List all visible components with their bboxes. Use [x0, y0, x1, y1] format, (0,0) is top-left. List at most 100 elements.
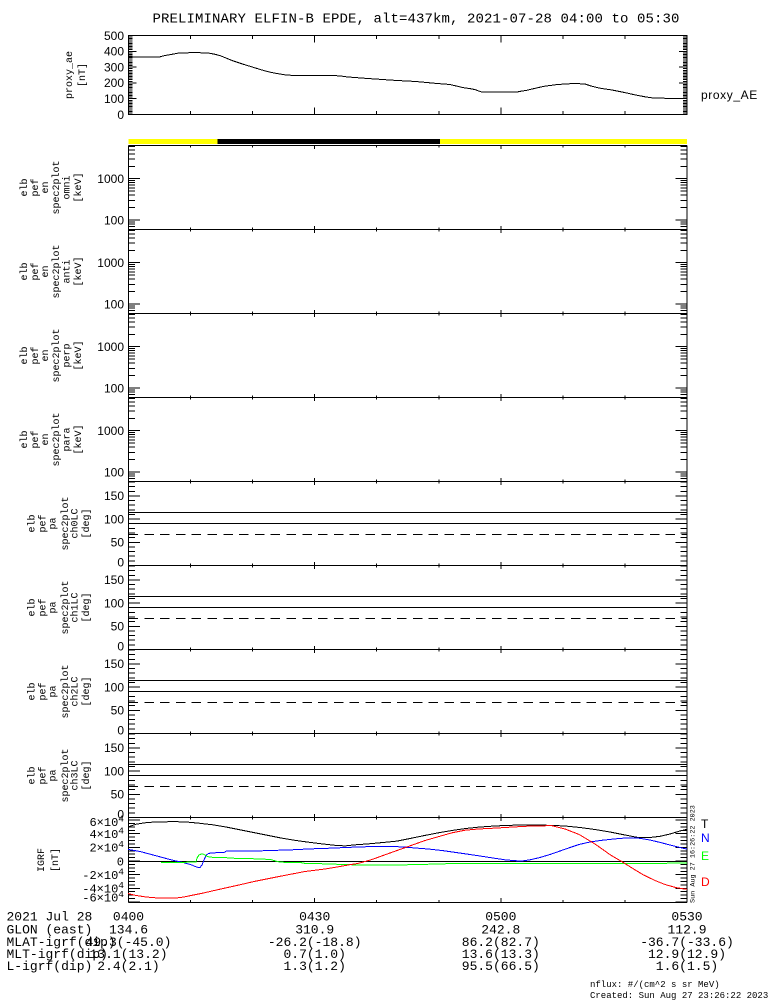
- svg-text:310.9: 310.9: [295, 923, 334, 938]
- svg-text:2×104: 2×104: [89, 839, 124, 856]
- svg-text:150: 150: [104, 489, 124, 503]
- svg-text:spec2plot: spec2plot: [60, 748, 72, 802]
- svg-text:omni: omni: [62, 175, 74, 199]
- svg-text:ch1LC: ch1LC: [70, 592, 82, 622]
- svg-text:ch3LC: ch3LC: [70, 760, 82, 790]
- svg-text:13.6(13.3): 13.6(13.3): [462, 947, 540, 962]
- svg-text:0: 0: [117, 108, 124, 122]
- svg-text:1.6(1.5): 1.6(1.5): [656, 959, 718, 974]
- svg-text:100: 100: [104, 764, 124, 778]
- svg-text:spec2plot: spec2plot: [51, 244, 63, 298]
- svg-text:50: 50: [111, 788, 125, 802]
- svg-text:6×104: 6×104: [89, 813, 124, 830]
- svg-text:pa: pa: [49, 769, 60, 781]
- svg-text:en: en: [41, 433, 52, 445]
- svg-text:pef: pef: [38, 598, 50, 616]
- svg-text:2.4(2.1): 2.4(2.1): [97, 959, 159, 974]
- svg-text:elb: elb: [27, 766, 39, 784]
- svg-text:pef: pef: [30, 178, 42, 196]
- svg-text:pef: pef: [30, 430, 42, 448]
- svg-text:150: 150: [104, 741, 124, 755]
- svg-text:100: 100: [104, 680, 124, 694]
- svg-text:ch2LC: ch2LC: [70, 676, 82, 706]
- svg-text:GLON (east): GLON (east): [7, 923, 93, 938]
- svg-text:0530: 0530: [671, 910, 702, 925]
- svg-text:MLAT-igrf(dip): MLAT-igrf(dip): [7, 935, 116, 950]
- svg-text:100: 100: [104, 512, 124, 526]
- svg-text:134.6: 134.6: [109, 923, 148, 938]
- svg-text:anti: anti: [62, 259, 74, 283]
- svg-text:-4×104: -4×104: [82, 880, 124, 897]
- svg-text:en: en: [41, 181, 52, 193]
- svg-text:[keV]: [keV]: [73, 340, 85, 370]
- svg-text:0: 0: [117, 807, 124, 821]
- svg-text:[keV]: [keV]: [73, 424, 85, 454]
- svg-text:spec2plot: spec2plot: [60, 664, 72, 718]
- svg-text:en: en: [41, 265, 52, 277]
- svg-text:0500: 0500: [485, 910, 516, 925]
- svg-text:100: 100: [104, 297, 124, 311]
- svg-text:[deg]: [deg]: [81, 676, 93, 706]
- svg-text:100: 100: [104, 465, 124, 479]
- svg-text:elb: elb: [19, 430, 31, 448]
- svg-text:0430: 0430: [299, 910, 330, 925]
- svg-text:500: 500: [104, 29, 124, 43]
- svg-text:ch0LC: ch0LC: [70, 508, 82, 538]
- svg-text:150: 150: [104, 573, 124, 587]
- svg-text:1000: 1000: [97, 172, 124, 186]
- svg-text:[keV]: [keV]: [73, 172, 85, 202]
- svg-text:spec2plot: spec2plot: [51, 412, 63, 466]
- svg-text:L-igrf(dip): L-igrf(dip): [7, 959, 93, 974]
- svg-text:pa: pa: [49, 601, 60, 613]
- svg-text:elb: elb: [19, 178, 31, 196]
- svg-text:1000: 1000: [97, 340, 124, 354]
- svg-text:13.1(13.2): 13.1(13.2): [89, 947, 167, 962]
- svg-text:150: 150: [104, 657, 124, 671]
- svg-text:perp: perp: [63, 343, 74, 367]
- svg-text:200: 200: [104, 76, 124, 90]
- svg-text:Sun Aug 27 16:26:22 2023: Sun Aug 27 16:26:22 2023: [690, 805, 698, 903]
- svg-text:50: 50: [111, 536, 125, 550]
- svg-text:nflux: #/(cm^2 s sr MeV): nflux: #/(cm^2 s sr MeV): [590, 980, 720, 990]
- svg-text:IGRF: IGRF: [37, 848, 48, 872]
- svg-text:-6×104: -6×104: [82, 889, 124, 906]
- svg-text:spec2plot: spec2plot: [60, 580, 72, 634]
- svg-text:0: 0: [117, 723, 124, 737]
- svg-text:100: 100: [104, 381, 124, 395]
- svg-text:E: E: [701, 849, 709, 863]
- svg-text:86.2(82.7): 86.2(82.7): [462, 935, 540, 950]
- svg-text:pef: pef: [30, 262, 42, 280]
- svg-text:95.5(66.5): 95.5(66.5): [462, 959, 540, 974]
- svg-text:elb: elb: [27, 682, 39, 700]
- svg-text:elb: elb: [27, 514, 39, 532]
- svg-text:100: 100: [104, 92, 124, 106]
- svg-text:100: 100: [104, 596, 124, 610]
- svg-text:0.7(1.0): 0.7(1.0): [283, 947, 345, 962]
- svg-text:[deg]: [deg]: [81, 592, 93, 622]
- svg-text:pa: pa: [49, 685, 60, 697]
- svg-text:pef: pef: [38, 766, 50, 784]
- svg-text:400: 400: [104, 45, 124, 59]
- svg-text:MLT-igrf(dip): MLT-igrf(dip): [7, 947, 108, 962]
- svg-text:300: 300: [104, 60, 124, 74]
- svg-text:0: 0: [117, 639, 124, 653]
- svg-text:[deg]: [deg]: [81, 508, 93, 538]
- svg-text:-36.7(-33.6): -36.7(-33.6): [640, 935, 734, 950]
- svg-text:[nT]: [nT]: [77, 63, 89, 87]
- svg-text:100: 100: [104, 213, 124, 227]
- svg-text:112.9: 112.9: [667, 923, 706, 938]
- svg-text:elb: elb: [19, 346, 31, 364]
- svg-text:242.8: 242.8: [481, 923, 520, 938]
- svg-text:T: T: [701, 817, 709, 831]
- svg-text:0400: 0400: [113, 910, 144, 925]
- svg-text:pef: pef: [38, 514, 50, 532]
- svg-text:D: D: [701, 875, 710, 889]
- svg-text:elb: elb: [27, 598, 39, 616]
- svg-text:49.3(-45.0): 49.3(-45.0): [86, 935, 172, 950]
- svg-text:2021 Jul 28: 2021 Jul 28: [7, 910, 93, 925]
- svg-text:50: 50: [111, 704, 125, 718]
- svg-text:1000: 1000: [97, 424, 124, 438]
- svg-text:50: 50: [111, 620, 125, 634]
- svg-text:[keV]: [keV]: [73, 256, 85, 286]
- svg-text:elb: elb: [19, 262, 31, 280]
